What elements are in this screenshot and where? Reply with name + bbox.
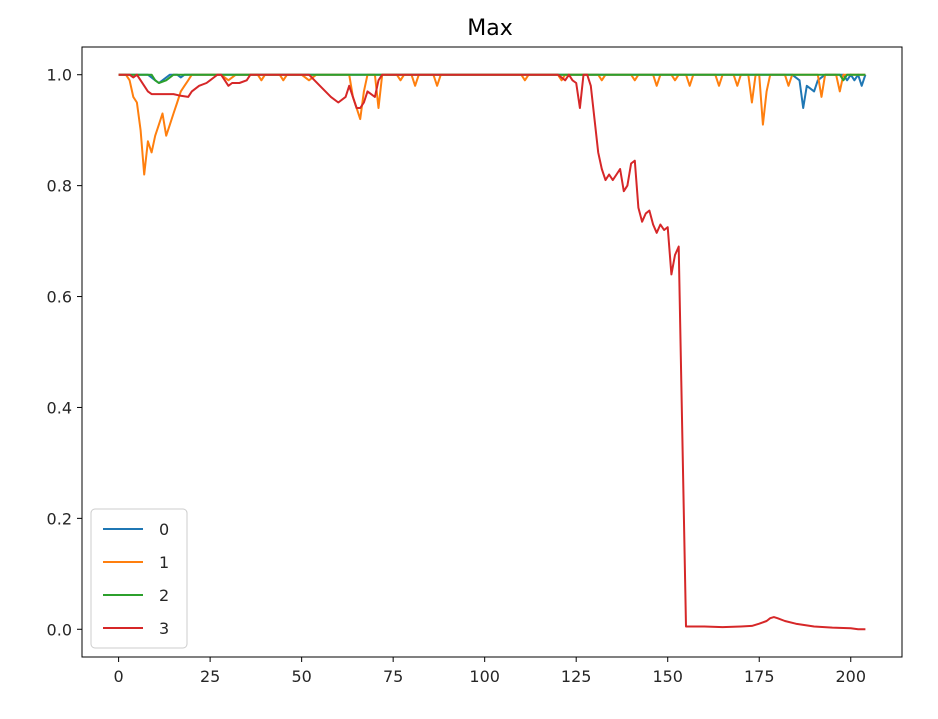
y-axis: 0.0 0.2 0.4 0.6 0.8 1.0 xyxy=(47,66,82,639)
chart-title: Max xyxy=(467,16,512,41)
axes-frame xyxy=(81,46,903,658)
y-tick-label: 0.4 xyxy=(47,398,72,417)
series-layer xyxy=(118,73,867,631)
x-tick-label: 100 xyxy=(469,667,500,686)
y-tick-label: 0.2 xyxy=(47,509,72,528)
x-tick-label: 200 xyxy=(835,667,866,686)
x-axis: 0 25 50 75 100 125 150 175 200 xyxy=(114,657,866,686)
x-tick-label: 150 xyxy=(652,667,683,686)
x-tick-label: 0 xyxy=(114,667,124,686)
legend-label-1: 1 xyxy=(159,553,169,572)
x-tick-label: 50 xyxy=(291,667,311,686)
series-line-1 xyxy=(118,73,866,176)
x-tick-label: 75 xyxy=(383,667,403,686)
y-tick-label: 0.6 xyxy=(47,288,72,307)
y-tick-label: 0.8 xyxy=(47,177,72,196)
y-tick-label: 0.0 xyxy=(47,620,72,639)
x-tick-label: 175 xyxy=(744,667,775,686)
x-tick-label: 25 xyxy=(200,667,220,686)
y-tick-label: 1.0 xyxy=(47,66,72,85)
legend-label-0: 0 xyxy=(159,520,169,539)
series-line-3 xyxy=(118,73,866,631)
legend-label-2: 2 xyxy=(159,586,169,605)
legend: 0 1 2 3 xyxy=(90,508,188,649)
legend-box xyxy=(90,508,188,649)
legend-label-3: 3 xyxy=(159,619,169,638)
x-tick-label: 125 xyxy=(561,667,592,686)
